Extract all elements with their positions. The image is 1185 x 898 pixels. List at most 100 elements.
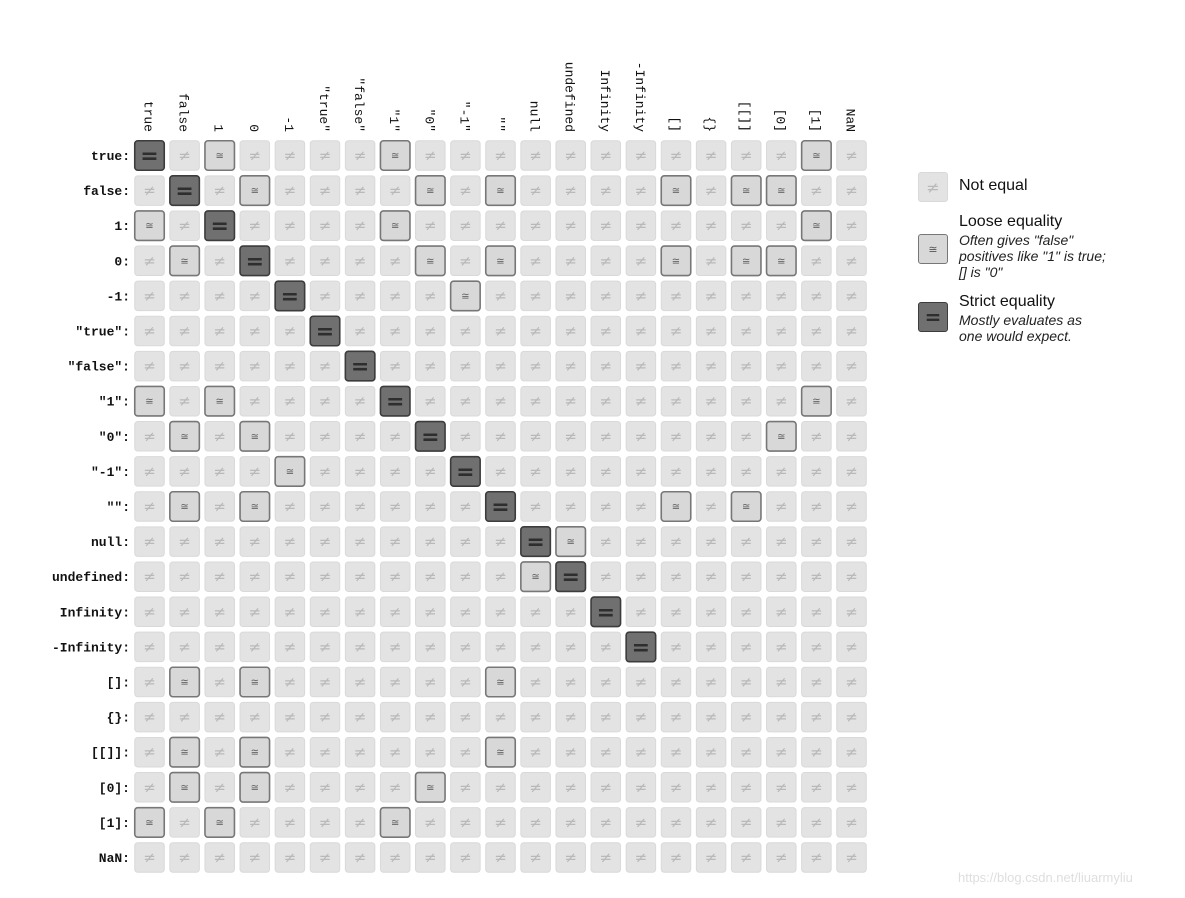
matrix-cell: ≠ (836, 596, 867, 628)
matrix-cell: ≠ (520, 736, 551, 768)
cell-symbol: ≠ (600, 498, 613, 516)
cell-symbol: ≅ (672, 256, 680, 267)
cell-symbol: ≠ (319, 252, 332, 270)
cell-symbol: ≠ (635, 778, 648, 796)
matrix-cell: ≠ (590, 772, 622, 803)
matrix-cell: ≅ (169, 666, 201, 698)
matrix-cell: ≠ (520, 631, 551, 663)
cell-symbol: ≠ (459, 638, 472, 656)
matrix-cell: ≅ (133, 385, 166, 417)
cell-box (625, 807, 657, 838)
cell-symbol: ≠ (740, 778, 753, 796)
cell-symbol: ≠ (670, 217, 683, 235)
cell-symbol: ≅ (672, 186, 680, 197)
cell-box (801, 701, 832, 733)
matrix-cell: ≠ (344, 772, 376, 803)
cell-symbol: ≠ (354, 252, 367, 270)
cell-box (379, 385, 411, 417)
cell-box (590, 526, 622, 557)
matrix-cell: ≠ (204, 491, 235, 522)
cell-box (239, 140, 271, 171)
cell-symbol: ≠ (529, 603, 542, 621)
matrix-cell: ≠ (836, 210, 867, 241)
cell-box (555, 421, 586, 452)
cell-box (204, 842, 235, 873)
cell-symbol: ≠ (635, 813, 648, 831)
cell-symbol: ≠ (705, 603, 718, 621)
cell-box (450, 245, 481, 277)
cell-box (309, 596, 341, 628)
cell-symbol: ≠ (213, 708, 226, 726)
cell-symbol: ≠ (529, 322, 542, 340)
matrix-cell: ≠ (625, 772, 657, 803)
cell-symbol: ≠ (600, 147, 613, 165)
cell-symbol: ≠ (494, 357, 507, 375)
matrix-cell: ≠ (801, 175, 832, 206)
matrix-cell: ≠ (801, 245, 832, 277)
matrix-cell: ≠ (555, 736, 586, 768)
cell-symbol: ≠ (845, 638, 858, 656)
cell-symbol: ≠ (705, 849, 718, 867)
matrix-cell: ≅ (204, 385, 236, 417)
cell-box (730, 666, 762, 698)
cell-symbol: ≠ (354, 778, 367, 796)
cell-box (520, 491, 551, 522)
cell-symbol: ≠ (810, 462, 823, 480)
cell-box (344, 385, 376, 417)
cell-symbol: ≅ (251, 186, 259, 197)
matrix-cell: ≠ (660, 596, 692, 628)
cell-box (555, 807, 586, 838)
cell-symbol: ≠ (494, 638, 507, 656)
matrix-cell: ≠ (450, 350, 481, 382)
cell-symbol: ≠ (178, 533, 191, 551)
matrix-cell: ≠ (555, 421, 586, 452)
column-label: [[]] (737, 101, 752, 132)
cell-box (695, 491, 727, 522)
cell-symbol: ≠ (213, 498, 226, 516)
cell-box (590, 245, 622, 277)
cell-symbol: ≠ (213, 603, 226, 621)
cell-symbol: ≠ (635, 533, 648, 551)
cell-box (204, 666, 235, 698)
matrix-cell: ≠ (625, 456, 657, 487)
matrix-cell: ≠ (344, 666, 376, 698)
cell-symbol: ≠ (529, 427, 542, 445)
matrix-cell: ≠ (801, 421, 832, 452)
matrix-cell: ≠ (485, 350, 516, 382)
cell-box (344, 175, 376, 206)
cell-symbol: ≅ (251, 502, 259, 513)
cell-box (134, 456, 165, 487)
cell-symbol: ≠ (810, 357, 823, 375)
cell-symbol: ≠ (459, 708, 472, 726)
cell-box (555, 491, 586, 522)
cell-box (450, 666, 481, 698)
cell-symbol: ≠ (459, 813, 472, 831)
cell-box (450, 561, 481, 592)
matrix-cell: ≠ (204, 350, 235, 382)
cell-symbol: ≠ (178, 708, 191, 726)
matrix-cell: ≠ (379, 526, 411, 557)
cell-symbol: ≠ (389, 638, 402, 656)
matrix-cell: ≠ (695, 666, 727, 698)
cell-symbol: ≠ (459, 673, 472, 691)
cell-symbol: ≠ (529, 849, 542, 867)
matrix-cell: ≠ (766, 842, 797, 873)
cell-box (344, 842, 376, 873)
cell-symbol: ≠ (635, 603, 648, 621)
cell-box (239, 350, 271, 382)
matrix-cell: ≠ (660, 842, 692, 873)
matrix-cell: ≠ (520, 140, 551, 171)
cell-symbol: ≠ (249, 462, 262, 480)
cell-box (309, 210, 341, 241)
cell-box (695, 701, 727, 733)
cell-symbol: = (386, 390, 404, 415)
cell-box (801, 315, 832, 347)
cell-box (450, 526, 481, 557)
cell-box (730, 736, 762, 768)
cell-symbol: ≠ (635, 708, 648, 726)
cell-box (695, 315, 727, 347)
matrix-cell: ≠ (555, 631, 586, 663)
cell-box (309, 315, 341, 347)
cell-symbol: ≠ (319, 708, 332, 726)
cell-box (766, 315, 797, 347)
